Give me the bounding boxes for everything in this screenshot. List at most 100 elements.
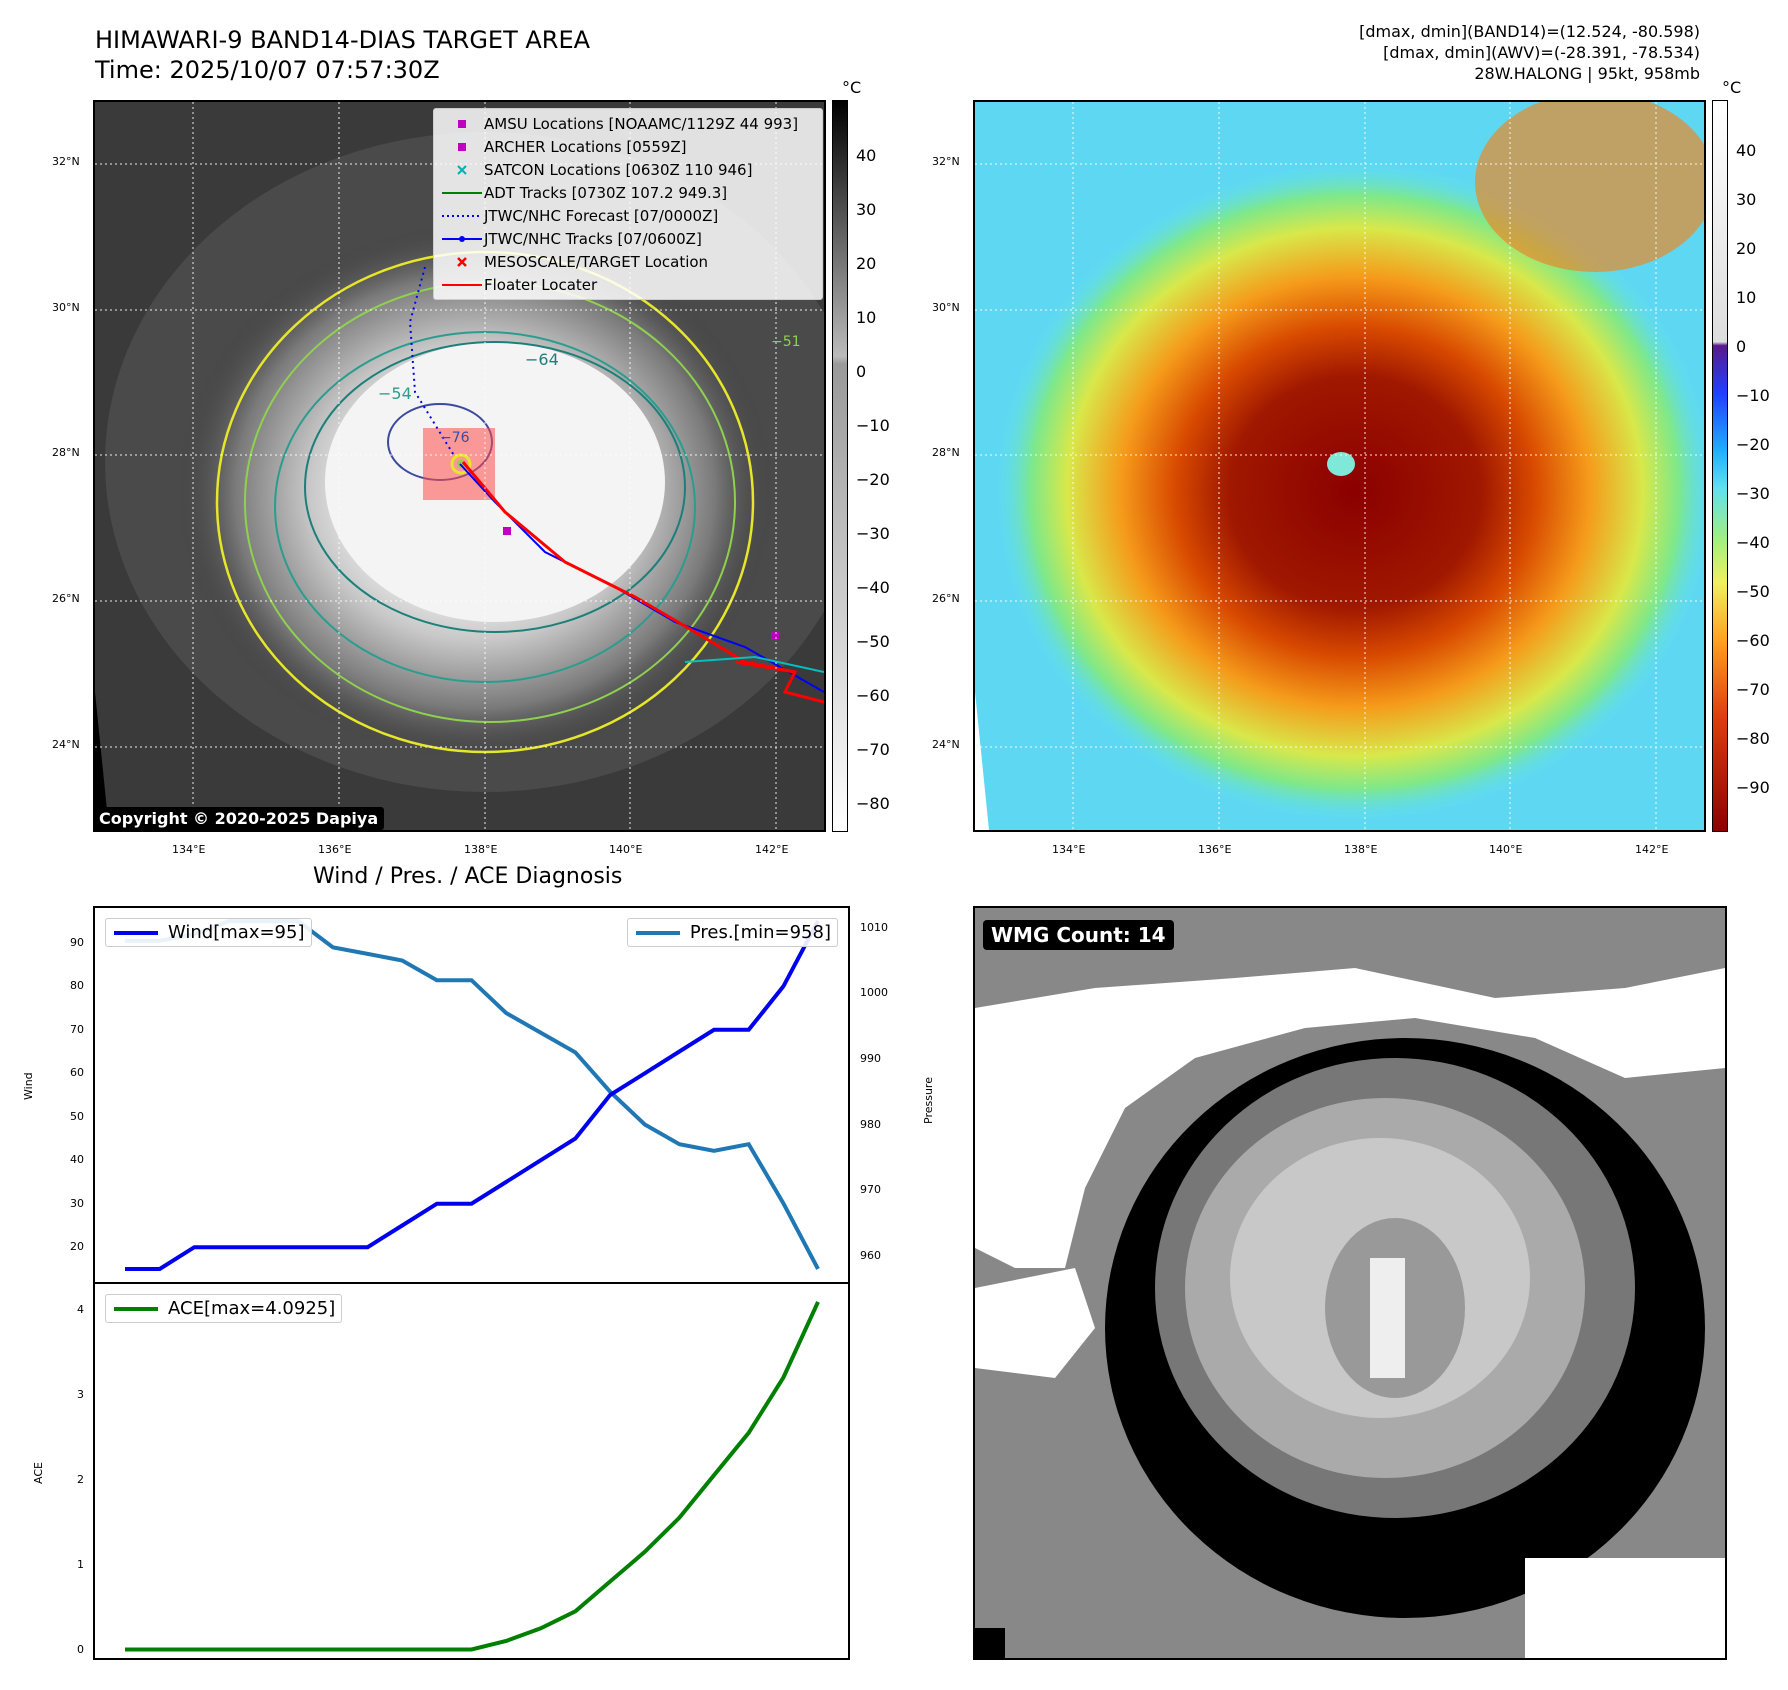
lon-tick: 142°E (1635, 843, 1669, 856)
lat-tick: 28°N (52, 446, 80, 459)
lon-tick: 138°E (1344, 843, 1378, 856)
figure-title: HIMAWARI-9 BAND14-DIAS TARGET AREA (95, 26, 591, 54)
ir-cb-tick: −80 (856, 794, 890, 813)
x-marker-icon (457, 165, 467, 175)
wmg-count-badge: WMG Count: 14 (983, 920, 1174, 950)
ir-cb-tick: −70 (856, 740, 890, 759)
awv-cb-tick: −40 (1736, 533, 1770, 552)
figure-time: Time: 2025/10/07 07:57:30Z (95, 56, 440, 84)
pressure-tick: 1000 (860, 986, 888, 1000)
legend-item-archer: ARCHER Locations [0559Z] (434, 136, 822, 158)
lat-tick: 24°N (52, 738, 80, 751)
pressure-legend: Pres.[min=958] (626, 918, 838, 947)
ace-legend-label: ACE[max=4.0925] (168, 1298, 336, 1319)
stats-awv: [dmax, dmin](AWV)=(-28.391, -78.534) (1383, 43, 1700, 62)
awv-cb-tick: −80 (1736, 729, 1770, 748)
ace-tick: 4 (77, 1302, 84, 1316)
awv-cb-tick: 30 (1736, 190, 1757, 209)
lon-tick: 134°E (1052, 843, 1086, 856)
wmg-image (975, 908, 1725, 1658)
legend-label: ADT Tracks [0730Z 107.2 949.3] (484, 184, 728, 202)
legend-item-adt: ADT Tracks [0730Z 107.2 949.3] (434, 182, 822, 204)
ace-plot (125, 1301, 820, 1652)
ace-legend: ACE[max=4.0925] (105, 1294, 343, 1323)
wind-tick: 20 (70, 1240, 84, 1254)
ir-satellite-panel: −64 −54 −76 −51 AMSU Locations [NOAAMC/1… (93, 100, 826, 832)
wind-axis-label: Wind (22, 1072, 35, 1100)
lon-tick: 138°E (464, 843, 498, 856)
chart-title: Wind / Pres. / ACE Diagnosis (313, 864, 623, 889)
awv-colorbar-unit: °C (1722, 78, 1742, 97)
ace-tick: 3 (77, 1387, 84, 1401)
pressure-tick: 980 (860, 1117, 881, 1131)
x-marker-icon (457, 257, 467, 267)
legend-label: AMSU Locations [NOAAMC/1129Z 44 993] (484, 115, 799, 133)
ir-cb-tick: −40 (856, 578, 890, 597)
ace-tick: 1 (77, 1557, 84, 1571)
legend-item-satcon: SATCON Locations [0630Z 110 946] (434, 159, 822, 181)
wmg-panel (973, 906, 1727, 1660)
wind-tick: 90 (70, 935, 84, 949)
awv-cb-tick: 40 (1736, 141, 1757, 160)
lon-tick: 134°E (172, 843, 206, 856)
ir-cb-tick: −60 (856, 686, 890, 705)
ir-cb-tick: −30 (856, 524, 890, 543)
lat-tick: 28°N (932, 446, 960, 459)
wind-line (125, 920, 820, 1271)
contour-label-76: −76 (440, 430, 470, 446)
legend-label: JTWC/NHC Tracks [07/0600Z] (484, 230, 702, 248)
storm-info: 28W.HALONG | 95kt, 958mb (1474, 64, 1700, 83)
ace-axis-label: ACE (32, 1462, 45, 1484)
wind-legend-swatch (114, 930, 158, 935)
pressure-axis-label: Pressure (922, 1077, 935, 1124)
pressure-tick: 990 (860, 1051, 881, 1065)
square-marker-icon (458, 120, 466, 128)
ir-cb-tick: −20 (856, 470, 890, 489)
awv-panel (973, 100, 1706, 832)
ir-colorbar (832, 100, 848, 832)
wind-pressure-plot (125, 919, 820, 1271)
legend-item-amsu: AMSU Locations [NOAAMC/1129Z 44 993] (434, 113, 822, 135)
wind-tick: 40 (70, 1153, 84, 1167)
lat-tick: 26°N (932, 592, 960, 605)
awv-cb-tick: −10 (1736, 386, 1770, 405)
ace-legend-swatch (114, 1306, 158, 1311)
square-marker-icon (458, 143, 466, 151)
awv-cb-tick: 20 (1736, 239, 1757, 258)
copyright-badge: Copyright © 2020-2025 Dapiya (93, 807, 385, 830)
awv-cb-tick: −50 (1736, 582, 1770, 601)
ir-colorbar-unit: °C (842, 78, 862, 97)
contour-label-64: −64 (525, 350, 559, 369)
ace-tick: 0 (77, 1642, 84, 1656)
ir-legend: AMSU Locations [NOAAMC/1129Z 44 993] ARC… (433, 108, 823, 300)
lon-tick: 140°E (609, 843, 643, 856)
lat-tick: 32°N (932, 155, 960, 168)
lon-tick: 140°E (1489, 843, 1523, 856)
ace-line (125, 1301, 820, 1652)
contour-label-51: −51 (771, 334, 801, 350)
awv-cb-tick: −20 (1736, 435, 1770, 454)
ir-cb-tick: 20 (856, 254, 877, 273)
legend-item-jtwc-forecast: JTWC/NHC Forecast [07/0000Z] (434, 205, 822, 227)
contour-label-54: −54 (378, 384, 412, 403)
pressure-tick: 970 (860, 1183, 881, 1197)
awv-cb-tick: 10 (1736, 288, 1757, 307)
pressure-legend-label: Pres.[min=958] (689, 922, 831, 943)
awv-cb-tick: −70 (1736, 680, 1770, 699)
lat-tick: 30°N (52, 301, 80, 314)
legend-item-floater: Floater Locater (434, 274, 822, 296)
ir-cb-tick: −10 (856, 416, 890, 435)
legend-label: Floater Locater (484, 276, 598, 294)
wind-tick: 70 (70, 1022, 84, 1036)
ace-chart: ACE[max=4.0925] (93, 1282, 850, 1660)
lon-tick: 136°E (1198, 843, 1232, 856)
stats-band14: [dmax, dmin](BAND14)=(12.524, -80.598) (1359, 22, 1700, 41)
legend-label: ARCHER Locations [0559Z] (484, 138, 687, 156)
ir-cb-tick: 10 (856, 308, 877, 327)
legend-item-mesoscale: MESOSCALE/TARGET Location (434, 251, 822, 273)
awv-image (975, 102, 1704, 830)
pressure-line (125, 919, 820, 1270)
legend-item-jtwc-tracks: JTWC/NHC Tracks [07/0600Z] (434, 228, 822, 250)
lat-tick: 32°N (52, 155, 80, 168)
ir-cb-tick: 0 (856, 362, 867, 381)
